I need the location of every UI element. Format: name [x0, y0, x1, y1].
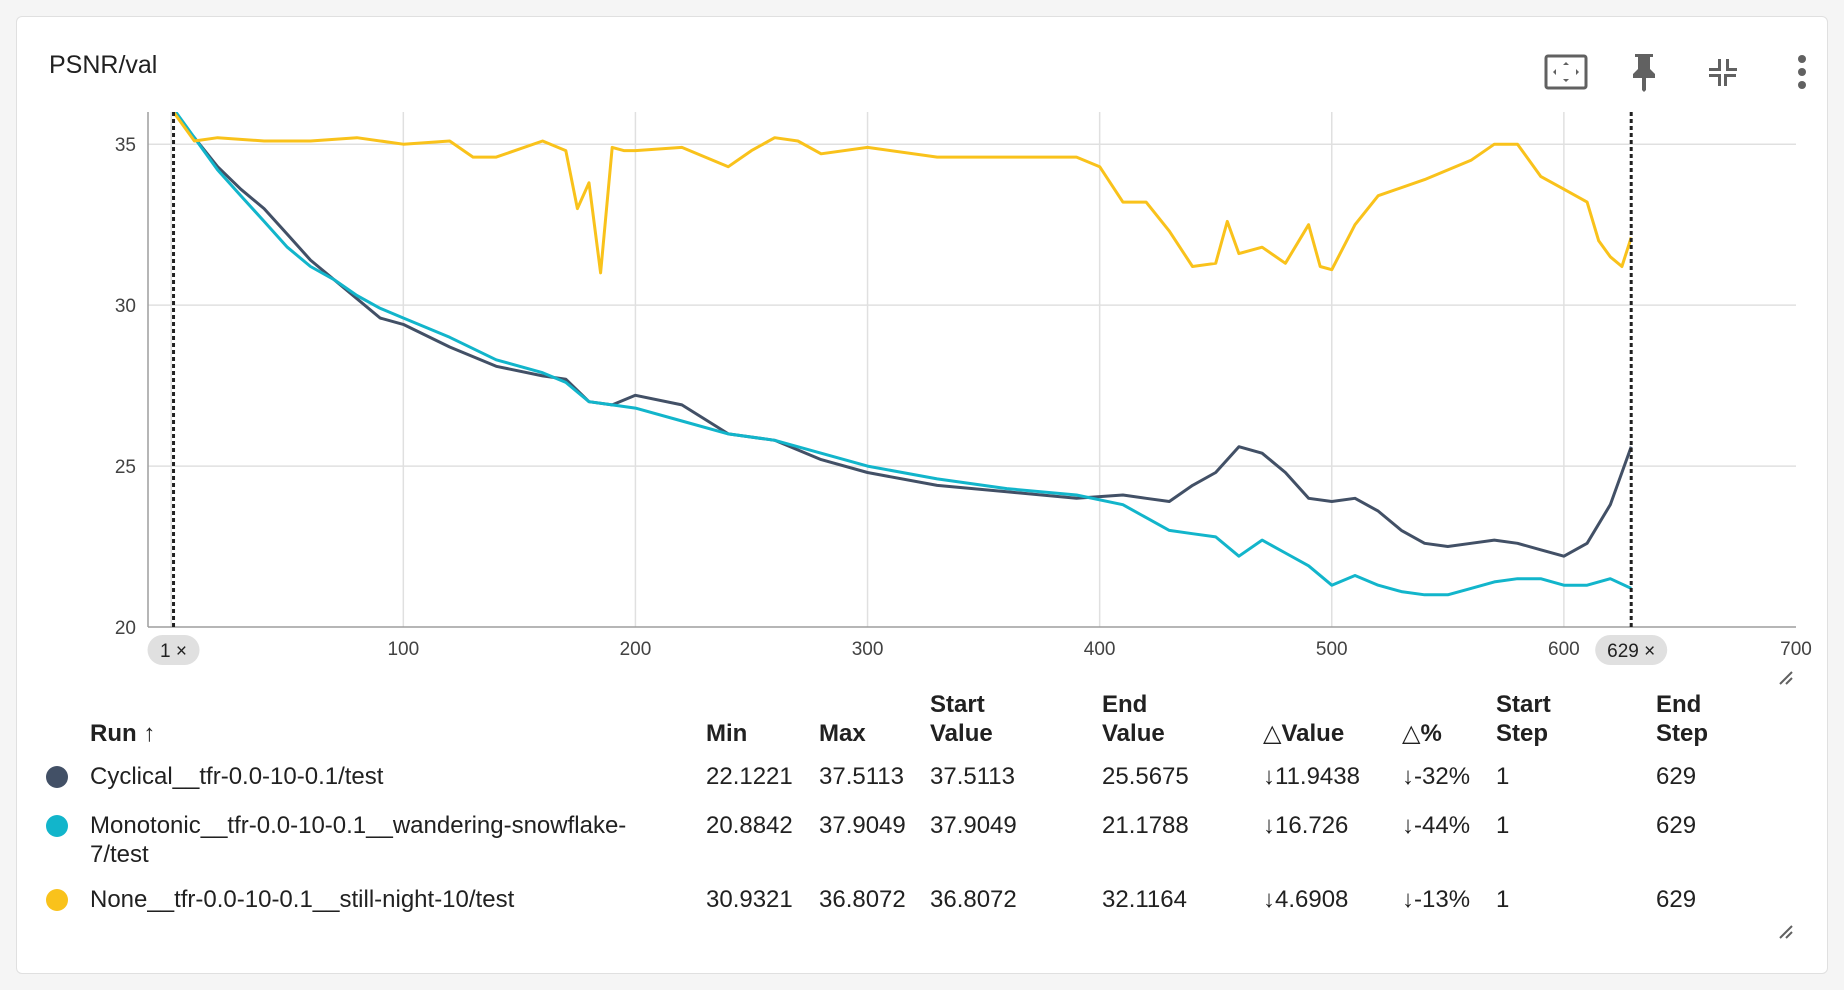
header-run[interactable]: Run ↑	[90, 720, 156, 747]
fit-domain-icon	[1544, 54, 1588, 90]
x-tick-label: 500	[1316, 639, 1348, 660]
series-line	[172, 112, 1633, 558]
run-color-dot	[46, 815, 68, 837]
step-marker-label: 1 ×	[160, 641, 187, 662]
run-start-value: 36.8072	[930, 886, 1017, 913]
header-delta-value[interactable]: △Value	[1263, 720, 1345, 747]
run-max: 37.5113	[819, 763, 904, 790]
run-color-dot	[46, 889, 68, 911]
run-delta-value: ↓11.9438	[1263, 763, 1360, 790]
run-end-value: 25.5675	[1102, 763, 1189, 790]
table-header-row: Run ↑ Min Max Start Value End Value △Value…	[46, 690, 1776, 754]
run-end-step: 629	[1656, 763, 1697, 790]
header-end-value[interactable]: End Value	[1102, 691, 1165, 747]
run-delta-value: ↓16.726	[1263, 812, 1349, 839]
chart-card: PSNR/val	[16, 16, 1828, 974]
run-start-value: 37.9049	[930, 812, 1017, 839]
run-name: Monotonic__tfr-0.0-10-0.1__wandering-sno…	[90, 812, 627, 868]
run-start-step: 1	[1496, 886, 1510, 913]
run-start-step: 1	[1496, 763, 1510, 790]
series-line	[173, 112, 1632, 597]
more-vert-icon	[1798, 55, 1806, 89]
x-tick-label: 600	[1548, 639, 1580, 660]
table-row[interactable]: Monotonic__tfr-0.0-10-0.1__wandering-sno…	[46, 803, 1776, 877]
step-marker-label: 629 ×	[1607, 641, 1655, 662]
run-color-dot	[46, 766, 68, 788]
y-tick-label: 25	[115, 457, 136, 478]
chart-resize-handle-icon[interactable]	[1776, 668, 1794, 686]
series-line	[172, 112, 1633, 275]
more-options-button[interactable]	[1777, 47, 1827, 97]
table-row[interactable]: Cyclical__tfr-0.0-10-0.1/test 22.1221 37…	[46, 754, 1776, 803]
run-delta-percent: ↓-13%	[1402, 886, 1471, 913]
pin-icon	[1633, 54, 1655, 92]
run-delta-percent: ↓-32%	[1402, 763, 1471, 790]
x-tick-label: 300	[852, 639, 884, 660]
run-name: None__tfr-0.0-10-0.1__still-night-10/tes…	[90, 886, 515, 913]
run-min: 22.1221	[706, 763, 793, 790]
run-end-step: 629	[1656, 886, 1697, 913]
x-tick-label: 100	[387, 639, 419, 660]
header-min[interactable]: Min	[706, 720, 748, 747]
run-start-step: 1	[1496, 812, 1510, 839]
fit-domain-button[interactable]	[1541, 47, 1591, 97]
run-start-value: 37.5113	[930, 763, 1015, 790]
step-marker-pill	[147, 635, 200, 665]
x-tick-label: 200	[620, 639, 652, 660]
table-resize-handle-icon[interactable]	[1776, 922, 1794, 940]
run-end-value: 21.1788	[1102, 812, 1189, 839]
step-marker-pill	[1595, 635, 1668, 665]
run-end-value: 32.1164	[1102, 886, 1187, 913]
chart-title: PSNR/val	[49, 51, 158, 79]
runs-table: Run ↑ Min Max Start Value End Value △Value…	[46, 690, 1776, 926]
header-start-value[interactable]: Start Value	[930, 691, 993, 747]
run-delta-percent: ↓-44%	[1402, 812, 1471, 839]
header-delta-percent[interactable]: △%	[1402, 720, 1442, 747]
y-tick-label: 20	[115, 618, 136, 639]
y-tick-label: 35	[115, 135, 136, 156]
run-max: 37.9049	[819, 812, 906, 839]
header-max[interactable]: Max	[819, 720, 866, 747]
x-tick-label: 400	[1084, 639, 1116, 660]
run-delta-value: ↓4.6908	[1263, 886, 1349, 913]
run-end-step: 629	[1656, 812, 1697, 839]
pin-button[interactable]	[1619, 47, 1669, 97]
header-end-step[interactable]: End Step	[1656, 691, 1709, 747]
y-tick-label: 30	[115, 296, 136, 317]
x-tick-label: 700	[1780, 639, 1812, 660]
run-max: 36.8072	[819, 886, 906, 913]
table-row[interactable]: None__tfr-0.0-10-0.1__still-night-10/tes…	[46, 877, 1776, 926]
run-name: Cyclical__tfr-0.0-10-0.1/test	[90, 763, 384, 790]
run-min: 30.9321	[706, 886, 793, 913]
run-min: 20.8842	[706, 812, 793, 839]
header-start-step[interactable]: Start Step	[1496, 691, 1551, 747]
